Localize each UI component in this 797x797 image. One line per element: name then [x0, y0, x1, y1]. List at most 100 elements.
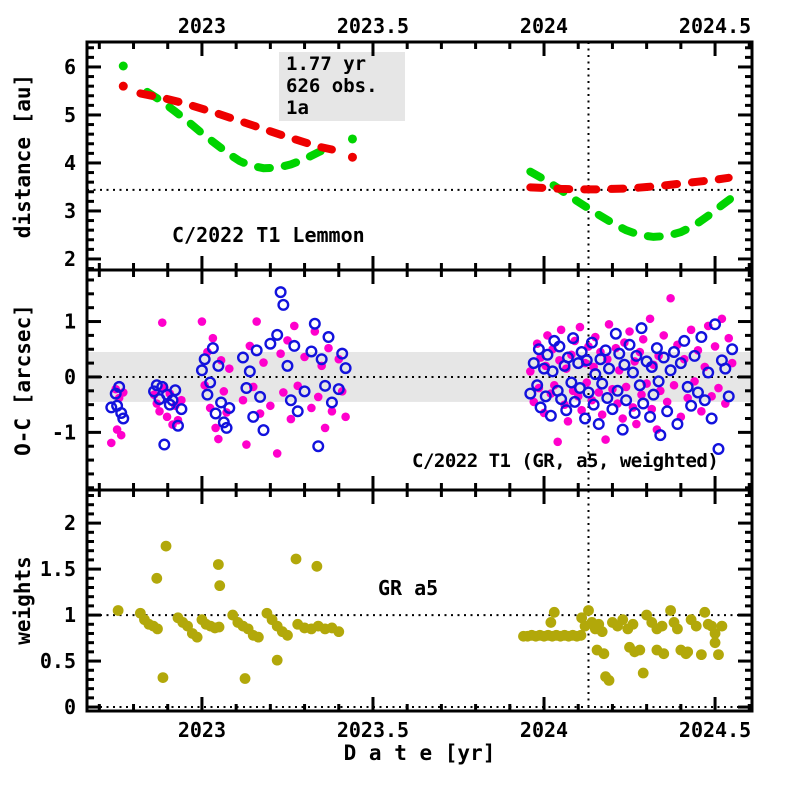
oc-open-point [212, 359, 225, 372]
oc-open-point [315, 353, 328, 366]
oc-open-point [264, 337, 277, 350]
oc-open-point [705, 412, 718, 425]
oc-filled-point [252, 317, 261, 326]
oc-open-point [616, 423, 629, 436]
oc-filled-point [279, 388, 288, 397]
oc-open-point [657, 351, 670, 364]
oc-open-point [209, 407, 222, 420]
oc-open-point [587, 398, 600, 411]
oc-open-point [623, 338, 636, 351]
oc-open-point [712, 442, 725, 455]
weight-point [239, 673, 251, 684]
oc-open-point [195, 364, 208, 377]
distance-ytick-label: 2 [64, 247, 76, 271]
oc-open-point [599, 344, 612, 357]
data-layer [105, 61, 739, 686]
oc-open-point [603, 362, 616, 375]
weight-point [598, 648, 610, 660]
comet-name-label: C/2022 T1 Lemmon [172, 223, 365, 247]
weight-point [637, 667, 649, 679]
oc-filled-point [276, 349, 285, 358]
distance-ytick-label: 5 [64, 103, 76, 127]
weight-point [212, 559, 224, 570]
oc-open-point [561, 351, 574, 364]
oc-filled-point [669, 380, 679, 390]
oc-filled-point [625, 327, 634, 336]
oc-filled-point [313, 392, 323, 402]
oc-open-point [332, 383, 345, 396]
weights-ytick-label: 0 [64, 695, 76, 719]
oc-open-point [271, 328, 284, 341]
weight-point [545, 617, 557, 628]
oc-open-point [305, 345, 318, 358]
oc-filled-point [597, 410, 607, 419]
oc-filled-point [162, 412, 172, 422]
oc-filled-point [645, 314, 655, 324]
oc-open-point [606, 403, 619, 416]
distance-ytick-label: 6 [64, 55, 76, 79]
oc-filled-point [266, 401, 275, 411]
oc-residuals-axis-title: O-C [arcsec] [11, 304, 35, 456]
earth-distance-series [118, 61, 737, 241]
oc-filled-point [563, 416, 573, 426]
oc-open-point [254, 390, 267, 403]
oc-open-point [719, 362, 732, 375]
oc-open-point [661, 405, 674, 418]
oc-open-point [544, 409, 557, 422]
weights-frame [85, 488, 754, 713]
oc-open-point [541, 348, 554, 361]
oc-open-point [298, 385, 311, 398]
oc-open-point [628, 406, 641, 419]
weight-point [112, 605, 124, 616]
oc-open-point [534, 401, 547, 414]
oc-open-point [171, 419, 184, 432]
background-layer [87, 42, 752, 711]
oc-open-point [308, 317, 321, 330]
oc-open-point [539, 390, 552, 403]
oc-open-point [105, 401, 118, 414]
oc-open-point [611, 384, 624, 397]
weight-point [160, 540, 172, 552]
weight-point [603, 674, 615, 686]
info-box-line: 626 obs. [286, 75, 378, 97]
x-tick-label-bottom: 2024.5 [679, 718, 751, 742]
oc-residuals-ytick-label: 1 [64, 310, 76, 334]
oc-open-point [635, 322, 648, 335]
oc-open-point [685, 399, 698, 412]
oc-open-point [671, 418, 684, 431]
oc-filled-point [594, 388, 604, 397]
oc-filled-point [652, 425, 662, 434]
x-tick-label-top: 2023.5 [337, 14, 409, 38]
weight-point [576, 612, 588, 624]
oc-open-point [601, 392, 614, 405]
oc-filled-point [157, 318, 167, 327]
weight-point [213, 621, 225, 633]
oc-open-point [633, 379, 646, 392]
weight-point [191, 631, 203, 643]
oc-filled-point [225, 364, 234, 373]
oc-filled-point [205, 403, 215, 413]
oc-filled-point [618, 414, 627, 423]
oc-filled-point [553, 437, 562, 447]
oc-open-point [650, 342, 663, 355]
oc-open-point [613, 347, 626, 360]
oc-filled-point [327, 407, 337, 416]
oc-open-point [206, 342, 219, 355]
oc-filled-point [286, 414, 296, 424]
oc-open-point [555, 393, 568, 406]
oc-filled-point [197, 317, 207, 326]
oc-open-point [531, 379, 544, 392]
oc-filled-point [116, 430, 126, 440]
oc-open-point [695, 331, 708, 344]
sun-distance-curve [526, 173, 733, 194]
weight-point [690, 620, 702, 632]
sun-distance-point [347, 152, 357, 162]
oc-open-point [240, 382, 253, 395]
weight-point [695, 649, 707, 661]
oc-open-point [678, 334, 691, 347]
oc-open-point [322, 331, 335, 344]
oc-open-point [664, 364, 677, 377]
oc-open-point [568, 395, 581, 408]
x-tick-label-bottom: 2023.5 [337, 718, 409, 742]
